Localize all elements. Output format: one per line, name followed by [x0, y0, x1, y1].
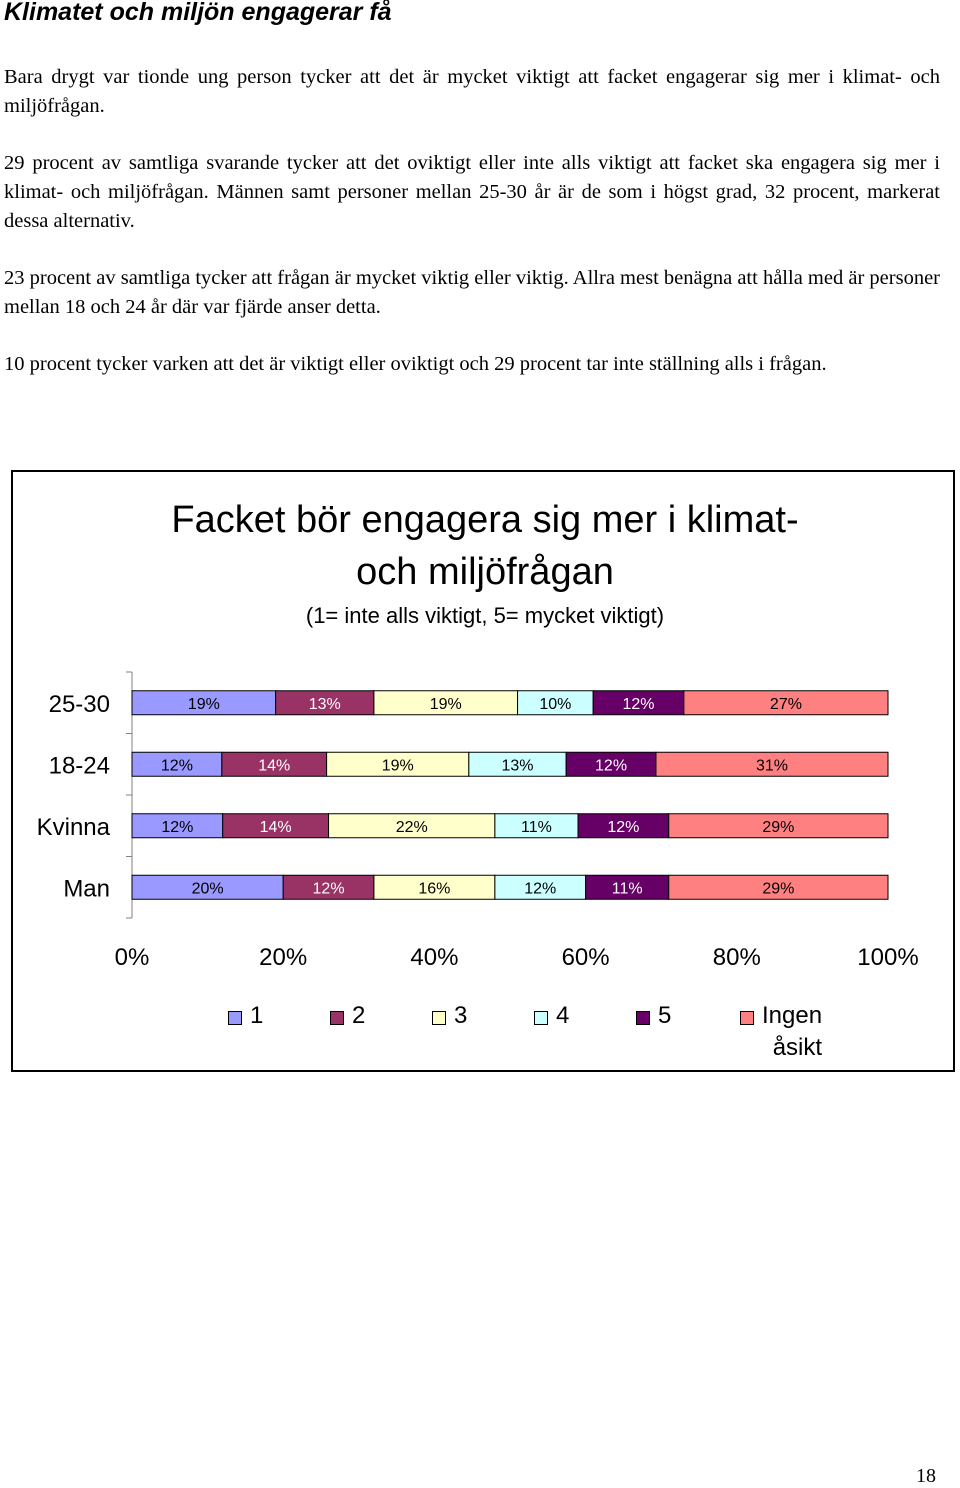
legend-label: 2 [352, 1002, 366, 1029]
category-label: 18-24 [49, 752, 110, 779]
data-label: 13% [309, 696, 341, 713]
legend-label: 1 [250, 1002, 264, 1029]
bar-segment [282, 874, 375, 900]
data-label: 12% [623, 696, 655, 713]
bar-segment [668, 813, 889, 839]
data-label: 10% [539, 696, 571, 713]
data-label: 12% [595, 757, 627, 774]
chart-title-line-1: Facket bör engagera sig mer i klimat- [171, 499, 799, 541]
data-label: 12% [161, 757, 193, 774]
data-label: 31% [756, 757, 788, 774]
data-label: 27% [770, 696, 802, 713]
data-label: 22% [396, 819, 428, 836]
bar-segment [655, 751, 889, 777]
chart-title-line-2: och miljöfrågan [356, 551, 614, 593]
x-tick-label: 40% [410, 944, 458, 971]
data-label: 14% [260, 819, 292, 836]
bar-segment [275, 690, 375, 716]
bar-segment [373, 874, 496, 900]
paragraph-3: 23 procent av samtliga tycker att frågan… [4, 267, 940, 318]
bar-segment [131, 813, 224, 839]
data-label: 14% [258, 757, 290, 774]
category-label: Man [63, 875, 110, 902]
data-label: 19% [188, 696, 220, 713]
bar-segment [131, 690, 277, 716]
data-label: 12% [161, 819, 193, 836]
data-label: 19% [382, 757, 414, 774]
data-label: 11% [612, 880, 643, 897]
bar-segment [468, 751, 567, 777]
data-label: 12% [313, 880, 345, 897]
x-tick-label: 80% [713, 944, 761, 971]
x-tick-label: 60% [562, 944, 610, 971]
data-label: 11% [521, 819, 552, 836]
legend-swatch [534, 1011, 548, 1025]
chart-legend: 1 2 3 4 5 Ingen åsikt [0, 1002, 960, 1072]
x-tick-label: 100% [857, 944, 918, 971]
legend-label: 5 [658, 1002, 672, 1029]
legend-label: Ingen åsikt [762, 1002, 823, 1061]
bar-segment [494, 813, 579, 839]
bar-segment [565, 751, 657, 777]
legend-swatch [636, 1011, 650, 1025]
category-label: Kvinna [37, 814, 111, 841]
section-heading: Klimatet och miljön engagerar få [4, 0, 392, 26]
page-number: 18 [916, 1465, 936, 1487]
bar-segment [373, 690, 519, 716]
data-label: 19% [430, 696, 462, 713]
bar-segment [683, 690, 889, 716]
legend-swatch [330, 1011, 344, 1025]
bar-segment [328, 813, 496, 839]
legend-swatch [228, 1011, 242, 1025]
data-label: 29% [762, 819, 794, 836]
data-label: 16% [418, 880, 450, 897]
paragraph-2: 29 procent av samtliga svarande tycker a… [4, 152, 940, 232]
x-tick-label: 20% [259, 944, 307, 971]
legend-swatch [432, 1011, 446, 1025]
bar-segment [221, 751, 328, 777]
paragraph-1: Bara drygt var tionde ung person tycker … [4, 66, 940, 117]
data-label: 29% [762, 880, 794, 897]
bar-segment [592, 690, 685, 716]
bar-segment [326, 751, 470, 777]
data-label: 12% [607, 819, 639, 836]
legend-label: 3 [454, 1002, 468, 1029]
paragraph-4: 10 procent tycker varken att det är vikt… [4, 353, 827, 375]
bar-segment [131, 874, 284, 900]
category-label: 25-30 [49, 691, 110, 718]
data-label: 12% [524, 880, 556, 897]
bar-segment [131, 751, 223, 777]
data-label: 20% [192, 880, 224, 897]
stacked-bar-chart: 25-30 19% 13% 19% 10% 12% 27% 18-24 12% 14% 19% 13%… [37, 671, 919, 971]
chart-subtitle: (1= inte alls viktigt, 5= mycket viktigt… [305, 603, 665, 628]
legend-swatch [740, 1011, 754, 1025]
bar-segment [494, 874, 587, 900]
bar-segment [668, 874, 889, 900]
data-label: 13% [501, 757, 533, 774]
x-tick-label: 0% [115, 944, 150, 971]
legend-label: 4 [556, 1002, 570, 1029]
